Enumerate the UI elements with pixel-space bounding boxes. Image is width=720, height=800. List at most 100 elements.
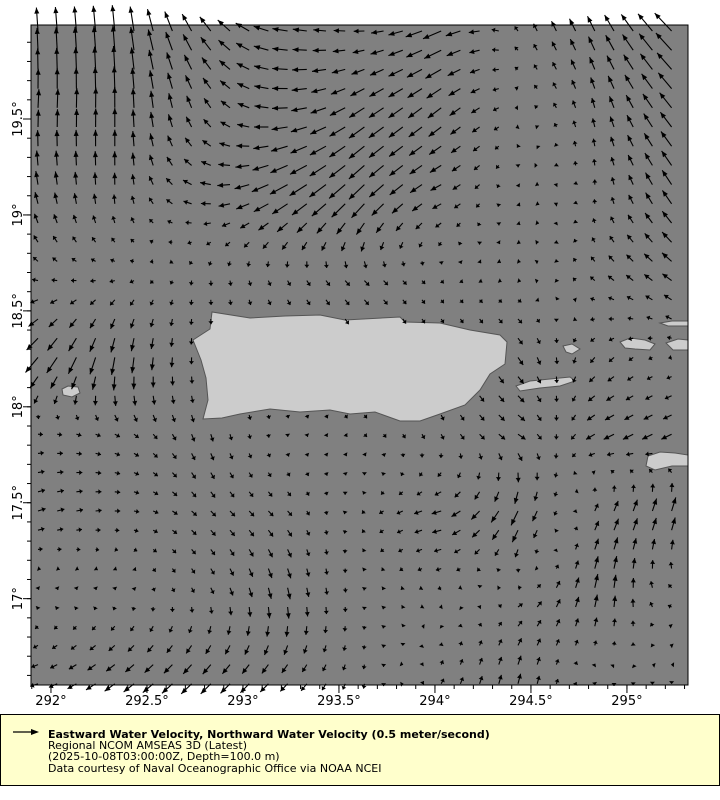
velocity-arrow — [313, 27, 327, 33]
velocity-arrow — [33, 235, 39, 243]
velocity-arrow — [271, 105, 288, 111]
velocity-arrow — [37, 469, 45, 475]
velocity-arrow — [281, 241, 289, 250]
velocity-arrow — [423, 49, 442, 59]
velocity-arrow — [647, 335, 653, 341]
velocity-arrow — [555, 296, 560, 301]
velocity-arrow — [379, 509, 384, 515]
velocity-arrow — [379, 529, 384, 534]
velocity-arrow — [435, 566, 442, 572]
velocity-arrow — [150, 376, 156, 388]
velocity-arrow — [396, 529, 404, 534]
velocity-arrow — [573, 219, 579, 224]
velocity-arrow — [228, 606, 234, 616]
velocity-arrow — [188, 338, 194, 345]
velocity-arrow — [498, 376, 505, 384]
velocity-arrow — [574, 543, 579, 550]
velocity-arrow — [267, 549, 273, 558]
velocity-arrow — [305, 529, 311, 536]
velocity-arrow — [406, 49, 423, 58]
velocity-arrow — [517, 673, 522, 684]
velocity-arrow — [361, 664, 367, 670]
velocity-arrow — [516, 221, 521, 226]
velocity-arrow — [417, 566, 423, 572]
velocity-arrow — [468, 29, 480, 35]
velocity-arrow — [253, 145, 269, 151]
velocity-arrow — [381, 605, 387, 610]
velocity-arrow — [163, 664, 173, 674]
velocity-arrow — [189, 260, 194, 265]
velocity-arrow — [333, 28, 346, 34]
velocity-arrow — [26, 337, 39, 351]
velocity-arrow — [151, 567, 157, 573]
velocity-arrow — [189, 357, 194, 365]
velocity-arrow — [491, 529, 500, 541]
velocity-arrow — [111, 237, 116, 243]
velocity-arrow — [379, 242, 385, 251]
velocity-arrow — [266, 434, 271, 438]
velocity-arrow — [401, 623, 406, 628]
velocity-arrow — [630, 577, 636, 588]
velocity-arrow — [323, 510, 329, 515]
velocity-arrow — [667, 335, 672, 341]
velocity-arrow — [286, 472, 291, 477]
velocity-arrow — [342, 568, 348, 573]
velocity-arrow — [129, 26, 135, 51]
velocity-arrow — [342, 491, 348, 495]
velocity-arrow — [533, 529, 538, 539]
velocity-arrow — [114, 489, 121, 495]
velocity-arrow — [627, 214, 634, 224]
velocity-arrow — [91, 625, 97, 631]
velocity-arrow — [54, 68, 60, 89]
velocity-arrow — [73, 47, 79, 70]
velocity-arrow — [439, 625, 445, 629]
velocity-arrow — [328, 164, 346, 179]
velocity-arrow — [641, 73, 653, 89]
velocity-arrow — [189, 395, 195, 403]
velocity-arrow — [129, 299, 135, 306]
velocity-arrow — [200, 201, 211, 207]
velocity-arrow — [348, 184, 365, 200]
velocity-arrow — [605, 34, 615, 51]
velocity-arrow — [645, 451, 653, 457]
velocity-arrow — [166, 645, 173, 654]
velocity-arrow — [323, 261, 329, 268]
velocity-arrow — [535, 220, 539, 226]
velocity-arrow — [534, 162, 538, 168]
velocity-arrow — [342, 472, 348, 476]
velocity-arrow — [592, 640, 598, 646]
velocity-arrow — [632, 538, 638, 550]
velocity-arrow — [402, 299, 407, 305]
velocity-arrow — [247, 299, 253, 306]
y-tick-label: 18.5° — [11, 293, 26, 328]
velocity-arrow — [555, 580, 561, 589]
velocity-arrow — [114, 508, 121, 514]
velocity-arrow — [305, 549, 311, 557]
velocity-arrow — [610, 156, 615, 166]
velocity-arrow — [459, 606, 464, 611]
velocity-arrow — [132, 566, 137, 572]
velocity-arrow — [344, 299, 350, 306]
velocity-arrow — [301, 664, 308, 673]
velocity-arrow — [68, 664, 77, 670]
velocity-arrow — [191, 472, 197, 479]
velocity-arrow — [150, 606, 156, 612]
velocity-arrow — [57, 546, 62, 552]
velocity-arrow — [649, 681, 655, 685]
velocity-arrow — [414, 510, 423, 515]
velocity-arrow — [593, 617, 599, 627]
velocity-arrow — [426, 88, 442, 99]
velocity-arrow — [111, 376, 117, 391]
velocity-arrow — [112, 108, 118, 127]
velocity-arrow — [627, 154, 634, 166]
velocity-arrow — [459, 299, 464, 304]
velocity-arrow — [406, 68, 423, 78]
velocity-arrow — [301, 241, 308, 251]
velocity-arrow — [207, 626, 213, 634]
velocity-arrow — [668, 623, 673, 629]
velocity-arrow — [594, 556, 599, 569]
velocity-arrow — [586, 414, 596, 421]
velocity-arrow — [440, 433, 445, 440]
velocity-arrow — [607, 376, 615, 382]
velocity-arrow — [305, 568, 311, 577]
